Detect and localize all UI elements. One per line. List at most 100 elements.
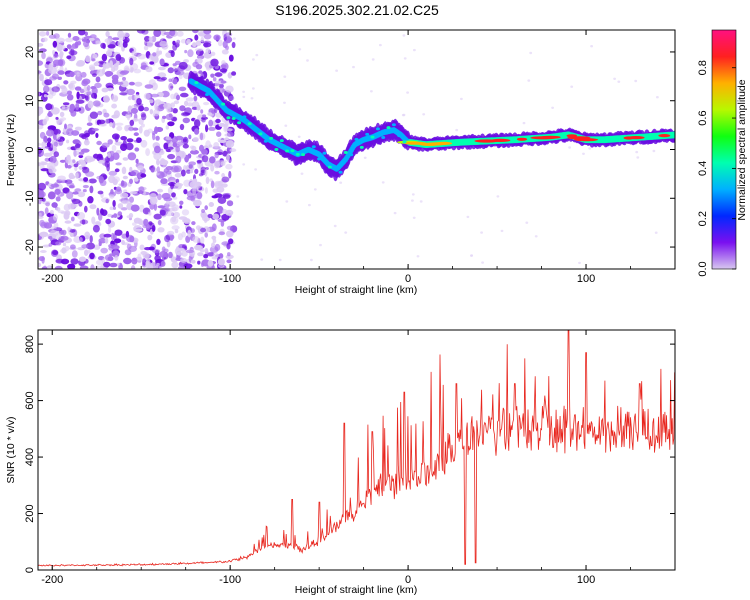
noise-blob [108, 170, 118, 176]
noise-blob [81, 80, 89, 87]
noise-blob [129, 178, 133, 184]
noise-blob [48, 236, 53, 240]
noise-blob [176, 94, 180, 101]
noise-blob [228, 170, 232, 179]
noise-blob [221, 173, 226, 178]
noise-blob [192, 236, 200, 243]
noise-blob [221, 176, 230, 183]
noise-blob [134, 147, 140, 152]
colorbar-tick-label: 0.6 [697, 110, 709, 125]
noise-blob [125, 113, 132, 119]
noise-blob [113, 213, 118, 219]
noise-blob [455, 128, 459, 132]
noise-blob [613, 77, 616, 81]
noise-blob [119, 92, 128, 96]
noise-blob [79, 265, 89, 269]
noise-blob [57, 210, 65, 214]
noise-blob [222, 150, 228, 157]
noise-blob [231, 71, 237, 76]
noise-blob [64, 210, 71, 216]
noise-blob [480, 231, 483, 234]
noise-blob [48, 34, 57, 39]
noise-blob [201, 149, 208, 155]
noise-blob [66, 139, 70, 144]
noise-blob [115, 122, 124, 126]
noise-blob [231, 41, 236, 49]
noise-blob [81, 219, 86, 225]
noise-blob [148, 246, 155, 251]
noise-blob [68, 83, 74, 89]
noise-blob [149, 109, 154, 115]
noise-blob [84, 231, 91, 239]
noise-blob [210, 73, 215, 78]
noise-blob [163, 142, 169, 150]
noise-blob [220, 64, 227, 69]
x-tick-label: 0 [405, 273, 411, 285]
noise-blob [191, 106, 198, 110]
ridge-spot [215, 98, 220, 102]
noise-blob [101, 53, 108, 62]
noise-blob [194, 48, 204, 52]
x-tick-label: -100 [219, 273, 241, 285]
noise-blob [228, 238, 234, 245]
noise-blob [54, 188, 61, 195]
noise-blob [38, 199, 42, 205]
noise-blob [226, 230, 234, 238]
noise-blob [126, 111, 131, 115]
noise-blob [96, 140, 102, 146]
ridge-hot [658, 134, 671, 138]
noise-blob [131, 107, 138, 114]
noise-blob [180, 38, 187, 44]
chart-title: S196.2025.302.21.02.C25 [275, 2, 439, 18]
noise-blob [76, 91, 80, 100]
noise-blob [107, 44, 116, 49]
noise-blob [44, 207, 49, 215]
noise-blob [66, 128, 74, 137]
noise-blob [114, 168, 120, 173]
noise-blob [98, 119, 106, 125]
noise-blob [157, 205, 166, 209]
noise-blob [56, 37, 65, 44]
noise-blob [137, 53, 146, 60]
noise-blob [95, 220, 101, 225]
noise-blob [92, 100, 101, 107]
noise-blob [49, 155, 57, 164]
noise-blob [157, 72, 167, 78]
noise-blob [52, 213, 58, 221]
noise-blob [214, 170, 220, 175]
noise-blob [74, 143, 81, 149]
noise-blob [111, 94, 119, 103]
noise-blob [121, 166, 127, 175]
noise-blob [123, 32, 130, 38]
noise-blob [78, 154, 84, 159]
noise-blob [140, 139, 148, 148]
noise-blob [212, 213, 220, 220]
noise-blob [144, 35, 151, 42]
noise-blob [97, 110, 103, 116]
noise-blob [46, 31, 50, 36]
noise-blob [71, 198, 81, 204]
noise-blob [66, 44, 72, 49]
noise-blob [137, 165, 144, 171]
noise-blob [168, 83, 174, 91]
noise-blob [202, 114, 207, 118]
noise-blob [192, 42, 197, 47]
ridge-spot [231, 117, 236, 120]
noise-blob [42, 244, 51, 248]
noise-blob [117, 40, 123, 48]
noise-blob [70, 80, 77, 85]
noise-blob [123, 257, 132, 265]
noise-blob [87, 157, 96, 162]
noise-blob [145, 262, 153, 269]
noise-blob [98, 176, 105, 184]
noise-blob [51, 86, 60, 93]
noise-blob [217, 196, 227, 204]
noise-blob [165, 200, 171, 205]
y-tick-label: 0 [24, 567, 36, 573]
noise-blob [105, 31, 110, 37]
noise-blob [128, 81, 135, 86]
noise-blob [141, 113, 147, 121]
noise-blob [191, 145, 197, 152]
noise-blob [155, 259, 162, 263]
